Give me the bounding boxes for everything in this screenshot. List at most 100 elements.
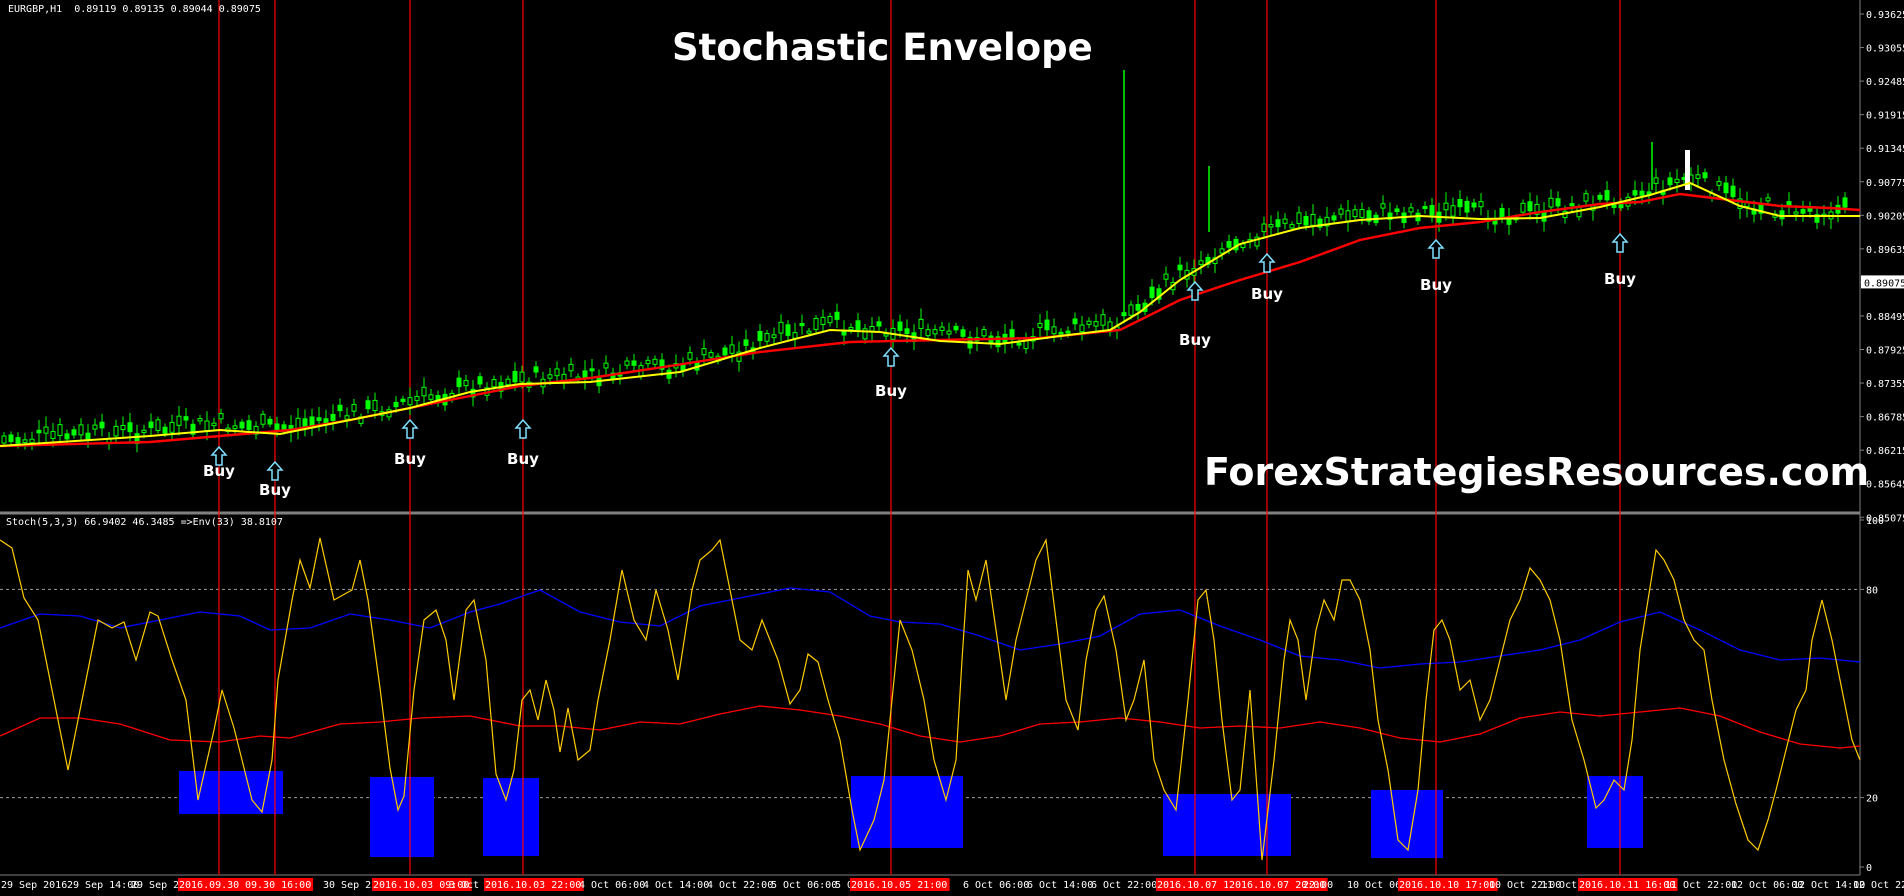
candle-body bbox=[1632, 190, 1638, 196]
candle-body bbox=[218, 413, 224, 420]
time-axis-label: 29 Sep 2016 bbox=[1, 880, 67, 891]
candle-body bbox=[1079, 324, 1085, 333]
candle-body bbox=[64, 433, 70, 440]
buy-signal: Buy bbox=[394, 418, 426, 468]
envelope-upper-line bbox=[0, 587, 1861, 669]
candle-body bbox=[981, 328, 987, 337]
stoch-axis-label: 100 bbox=[1866, 516, 1884, 527]
time-axis-label: 10 Oct 22:00 bbox=[1489, 880, 1561, 891]
oversold-zone-box bbox=[483, 778, 539, 856]
time-axis-label: 4 Oct 06:00 bbox=[579, 880, 645, 891]
stoch-axis-label: 80 bbox=[1866, 585, 1878, 596]
candle-body bbox=[1786, 201, 1792, 206]
candle-body bbox=[393, 401, 399, 408]
buy-signal: Buy bbox=[203, 445, 235, 480]
candle-body bbox=[8, 434, 14, 443]
candle-body bbox=[827, 315, 833, 324]
price-axis-label: 0.86785 bbox=[1866, 413, 1904, 424]
candle-body bbox=[1842, 197, 1848, 208]
candle-body bbox=[274, 423, 280, 430]
candle-body bbox=[78, 424, 84, 436]
candle-body bbox=[1800, 209, 1806, 214]
candle-body bbox=[547, 374, 553, 379]
candle-body bbox=[1282, 218, 1288, 224]
candle-body bbox=[1, 435, 7, 444]
candle-body bbox=[1653, 177, 1659, 184]
candle-body bbox=[421, 386, 427, 397]
candle-body bbox=[92, 424, 98, 430]
time-axis-label: 5 Oct 06:00 bbox=[771, 880, 837, 891]
candle-body bbox=[148, 421, 154, 429]
price-axis-label: 0.92485 bbox=[1866, 77, 1904, 88]
oversold-zone-box bbox=[179, 771, 283, 814]
moving-averages bbox=[0, 181, 1861, 448]
time-label-highlight bbox=[1156, 878, 1250, 891]
candle-body bbox=[1569, 203, 1575, 207]
candle-body bbox=[778, 321, 784, 334]
candle-body bbox=[211, 422, 217, 427]
candle-body bbox=[1065, 330, 1071, 334]
candle-body bbox=[1723, 182, 1729, 194]
candle-body bbox=[1478, 201, 1484, 208]
candle-body bbox=[883, 333, 889, 337]
candle-body bbox=[918, 318, 924, 329]
candle-body bbox=[1149, 286, 1155, 299]
chart-header: EURGBP,H1 0.89119 0.89135 0.89044 0.8907… bbox=[8, 4, 261, 15]
candle-body bbox=[869, 325, 875, 332]
candle-body bbox=[652, 358, 658, 365]
up-arrow-icon bbox=[210, 445, 228, 466]
candle-body bbox=[29, 438, 35, 444]
price-axis-label: 0.91345 bbox=[1866, 144, 1904, 155]
buy-signal: Buy bbox=[507, 418, 539, 468]
candle-body bbox=[253, 425, 259, 435]
time-axis-label: 2016.09.30 09:00 bbox=[179, 880, 275, 891]
candle-body bbox=[1527, 201, 1533, 212]
candle-body bbox=[155, 419, 161, 431]
candle-body bbox=[729, 344, 735, 354]
candle-body bbox=[491, 379, 497, 388]
candle-body bbox=[1163, 273, 1169, 280]
candle-body bbox=[855, 320, 861, 331]
candle-body bbox=[1338, 208, 1344, 215]
candle-body bbox=[1814, 214, 1820, 223]
candle-body bbox=[1548, 197, 1554, 208]
candle-body bbox=[337, 404, 343, 412]
candle-body bbox=[1310, 213, 1316, 226]
time-label-highlight bbox=[372, 878, 472, 891]
time-label-highlight bbox=[1398, 878, 1498, 891]
candle-body bbox=[631, 360, 637, 366]
candle-body bbox=[1422, 205, 1428, 210]
price-axis-label: 0.93625 bbox=[1866, 10, 1904, 21]
candle-body bbox=[365, 400, 371, 410]
time-axis-label: 11 Oct 06 bbox=[1541, 880, 1595, 891]
candle-body bbox=[1597, 194, 1603, 200]
candle-body bbox=[1072, 318, 1078, 325]
candle-body bbox=[813, 317, 819, 330]
buy-label: Buy bbox=[507, 450, 539, 468]
time-axis-label: 2016.10.10 17:00 bbox=[1399, 880, 1495, 891]
candle-body bbox=[463, 379, 469, 387]
page-title: Stochastic Envelope bbox=[672, 26, 1093, 69]
oversold-zone-box bbox=[370, 777, 434, 857]
candle-body bbox=[1226, 241, 1232, 248]
candle-body bbox=[183, 416, 189, 421]
candle-body bbox=[519, 371, 525, 383]
candle-body bbox=[953, 325, 959, 331]
candle-body bbox=[1534, 203, 1540, 215]
oversold-zone-box bbox=[1163, 794, 1291, 856]
price-axis-label: 0.85075 bbox=[1866, 513, 1904, 524]
candle-body bbox=[1051, 326, 1057, 335]
time-label-highlight bbox=[1228, 878, 1328, 891]
candle-body bbox=[456, 377, 462, 388]
candle-body bbox=[1387, 212, 1393, 220]
candle-body bbox=[533, 366, 539, 373]
candle-body bbox=[624, 360, 630, 366]
candle-body bbox=[722, 347, 728, 356]
time-axis-label: 09.30 16:00 bbox=[245, 880, 311, 891]
up-arrow-icon bbox=[1186, 280, 1204, 301]
candle-body bbox=[1044, 319, 1050, 331]
candles bbox=[1, 70, 1848, 453]
candle-body bbox=[239, 421, 245, 429]
candle-body bbox=[120, 424, 126, 431]
